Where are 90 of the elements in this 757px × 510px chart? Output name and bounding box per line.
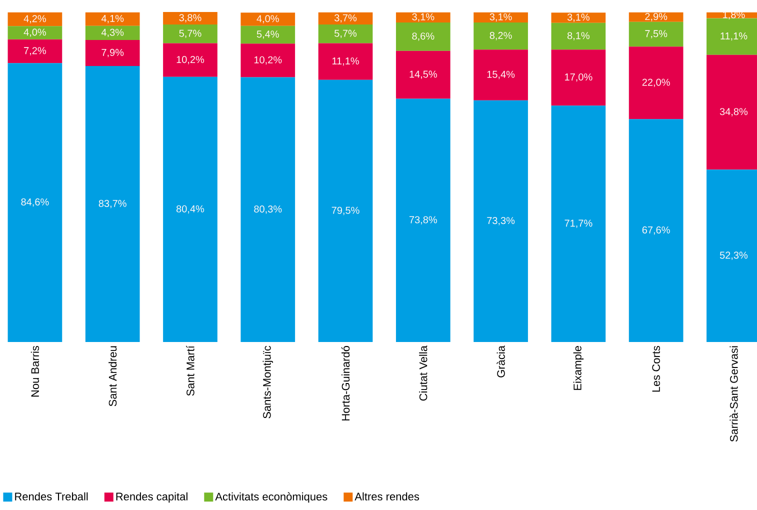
data-label: 3,1% (490, 13, 512, 22)
data-label: 7,5% (645, 30, 668, 38)
data-label: 17,0% (565, 73, 592, 82)
legend-label: Rendes Treball (15, 492, 88, 500)
bar (474, 12, 528, 23)
bar (474, 22, 528, 50)
bar (163, 43, 218, 77)
data-label: 4,0% (256, 15, 279, 24)
data-label: 3,8% (179, 14, 202, 22)
bar (551, 22, 606, 50)
x-tick-label: Nou Barris (30, 346, 39, 397)
bar (85, 12, 140, 26)
bar (551, 106, 606, 342)
bar (240, 77, 296, 342)
data-label: 4,3% (101, 28, 124, 38)
data-label: 5,4% (256, 30, 279, 39)
bar (8, 39, 62, 64)
bar (240, 44, 296, 78)
bar (318, 12, 373, 25)
x-tick-label: Horta-Guinardó (341, 346, 350, 420)
data-label: 73,3% (487, 217, 515, 226)
data-label: 73,8% (409, 216, 437, 224)
data-label: 10,2% (254, 56, 282, 65)
data-label: 3,1% (567, 14, 590, 22)
data-label: 67,6% (642, 226, 670, 235)
bar (396, 98, 450, 342)
data-label: 11,1% (720, 32, 748, 41)
data-label: 3,1% (412, 13, 434, 22)
x-tick-label: Les Corts (652, 346, 660, 392)
bar (240, 12, 296, 26)
data-label: 3,7% (334, 14, 357, 23)
bar (396, 22, 450, 51)
x-tick-label: Eixample (573, 346, 584, 390)
bar (8, 26, 62, 40)
data-label: 14,5% (410, 70, 437, 79)
x-tick-label: Sant Andreu (108, 346, 117, 406)
bar (163, 12, 218, 25)
data-label: 80,3% (254, 205, 282, 214)
legend-label: Activitats econòmiques (215, 492, 328, 503)
x-tick-label: Sants-Montjuïc (262, 346, 273, 418)
data-label: 4,2% (24, 15, 46, 24)
bar (8, 12, 62, 26)
bar (318, 80, 373, 342)
bar (628, 46, 684, 120)
bar (628, 12, 684, 22)
data-label: 15,4% (487, 70, 515, 80)
x-tick-label: Ciutat Vella (419, 346, 428, 401)
bar (474, 50, 528, 100)
data-label: 34,8% (720, 108, 748, 116)
data-label: 84,6% (21, 198, 49, 207)
data-label: 83,7% (98, 200, 126, 208)
bar (163, 76, 218, 342)
bar (240, 26, 296, 44)
data-label: 2,9% (645, 12, 668, 22)
data-label: 1,8% (723, 11, 745, 20)
bar (85, 26, 140, 40)
data-label: 80,4% (176, 205, 204, 214)
data-label: 8,2% (490, 32, 512, 40)
bar (396, 12, 450, 23)
data-label: 52,3% (720, 252, 748, 260)
x-tick-label: Sant Martí (186, 346, 194, 396)
data-label: 4,1% (101, 14, 124, 24)
x-tick-label: Sarrià-Sant Gervasi (730, 346, 738, 442)
legend-label: Rendes capital (116, 492, 188, 503)
data-label: 4,0% (24, 28, 46, 37)
data-label: 7,2% (24, 47, 46, 56)
data-label: 7,9% (102, 48, 124, 58)
x-tick-label: Gràcia (496, 346, 505, 378)
data-label: 5,7% (179, 30, 202, 38)
bar (318, 43, 373, 80)
bar (628, 119, 684, 342)
data-label: 5,7% (334, 30, 357, 38)
bar (163, 24, 218, 44)
bar (551, 12, 606, 23)
bar (85, 66, 140, 342)
bar (8, 63, 62, 342)
bar (628, 22, 684, 47)
bar (396, 50, 450, 99)
data-label: 11,1% (332, 57, 359, 66)
data-label: 79,5% (332, 206, 360, 216)
bar (551, 50, 606, 106)
data-label: 8,1% (567, 32, 590, 40)
bar (85, 40, 140, 66)
data-label: 10,2% (176, 56, 204, 64)
bar (318, 24, 373, 44)
legend-label: Altres rendes (354, 492, 420, 500)
data-label: 8,6% (412, 32, 434, 41)
data-label: 71,7% (564, 220, 592, 228)
bar (474, 100, 528, 342)
data-label: 22,0% (642, 78, 670, 88)
